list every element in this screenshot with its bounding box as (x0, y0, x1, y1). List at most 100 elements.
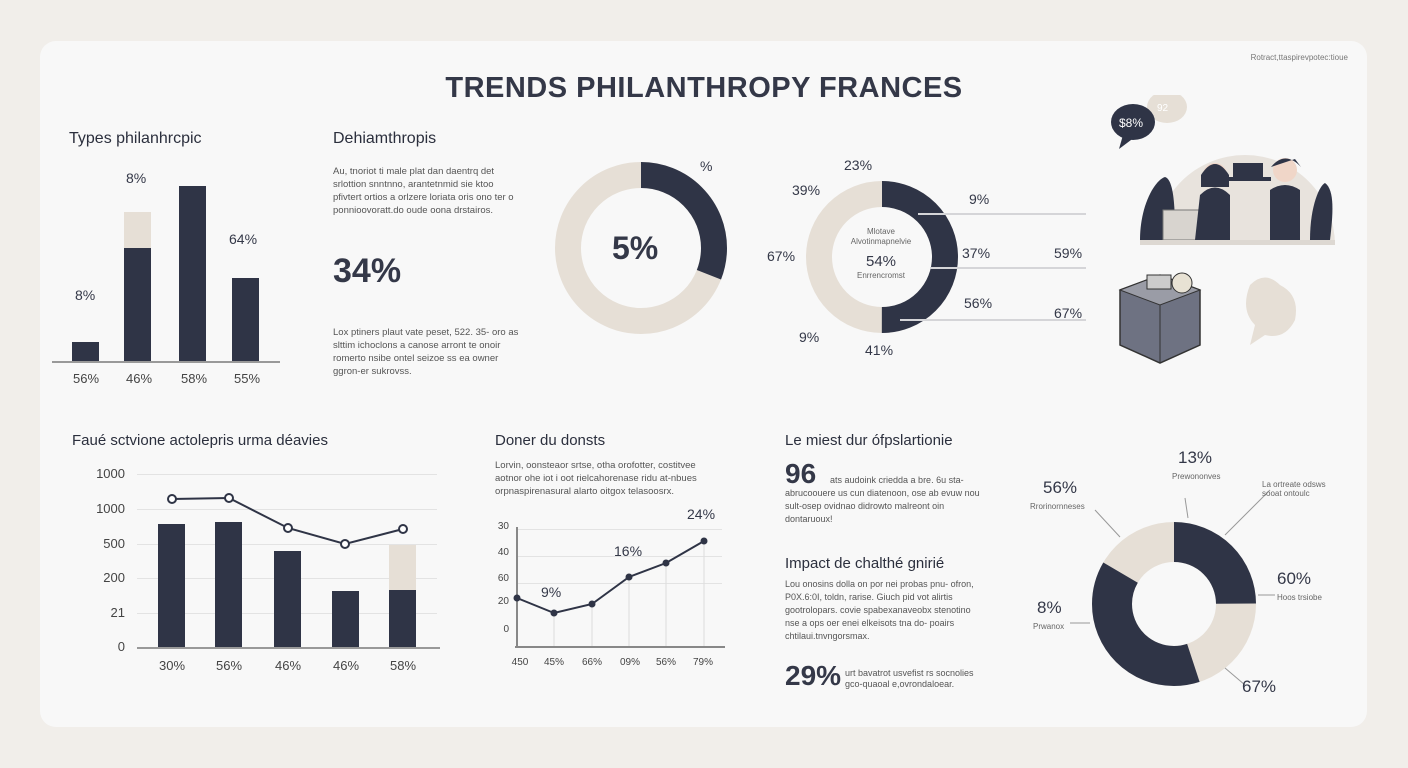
gridline (137, 509, 437, 510)
leader-line (900, 319, 1086, 321)
combo-line (167, 493, 408, 549)
dehil-paragraph: Au, tnoriot ti male plat dan daentrq det… (333, 166, 514, 216)
bar-label: 8% (75, 287, 96, 303)
donut-2-label: 37% (962, 245, 991, 261)
donut-3-note: La ortreate odsws sooat ontoulc (1262, 480, 1326, 498)
x-label: 450 (511, 657, 529, 668)
donut-2-label: 39% (792, 182, 821, 198)
donut-2-graphic (806, 181, 958, 333)
donut-2-center-top: Mlotave (866, 227, 895, 236)
donor-title: Doner du donsts (495, 432, 606, 449)
bar-4 (232, 278, 259, 362)
big-stat-96: 96 (785, 458, 817, 489)
types-title: Types philanhrcpic (69, 130, 202, 147)
gridline (517, 529, 722, 530)
x-label: 56% (72, 371, 100, 386)
donut-1-label: % (700, 158, 713, 174)
bar-3 (179, 186, 206, 362)
x-label: 46% (125, 371, 153, 386)
donut-2-label: 9% (969, 191, 990, 207)
donut-2-label: 67% (1054, 305, 1083, 321)
svg-text:$8%: $8% (1119, 116, 1143, 130)
y-tick: 500 (103, 536, 125, 551)
combo-bar (389, 590, 416, 648)
donut-3-value: 67% (1242, 677, 1277, 696)
impact-paragraph-2: Lou onosins dolla on por nei probas pnu-… (785, 579, 974, 641)
annotation: 9% (541, 584, 562, 600)
x-label: 09% (619, 657, 640, 668)
impact-paragraph-3: urt bavatrot usvefist rs socnolies gco-q… (845, 668, 974, 689)
x-label: 66% (581, 657, 602, 668)
impact-title-1: Le miest dur ófpslartionie (785, 432, 953, 449)
donut-3-caption: Hoos trsiobe (1277, 593, 1322, 602)
x-axis (515, 646, 725, 648)
donut-2-label: 41% (865, 342, 894, 358)
bar-label: 64% (229, 231, 258, 247)
donut-3-value: 56% (1043, 478, 1078, 497)
y-tick: 200 (103, 570, 125, 585)
donor-line (513, 537, 708, 646)
leader-lines (1070, 489, 1275, 686)
x-label: 46% (332, 658, 360, 673)
donut-2-label: 9% (799, 329, 820, 345)
x-label: 58% (180, 371, 208, 386)
y-axis (516, 527, 518, 647)
leader-line (930, 267, 1086, 269)
donut-1-center: 5% (612, 230, 659, 266)
people-sharing-illustration: $8% 92 (1111, 95, 1335, 364)
bar-1 (72, 342, 99, 362)
combo-title: Faué sctvione actolepris urma déavies (72, 432, 328, 449)
donut-2-label: 23% (844, 157, 873, 173)
combo-bar-light (389, 545, 416, 590)
donut-2-label: 67% (767, 248, 796, 264)
y-tick: 0 (117, 639, 125, 654)
donut-3-caption: Prewononves (1172, 472, 1221, 481)
x-label: 46% (274, 658, 302, 673)
credit-text: Rotract,ttaspirevpotec:tioue (1250, 53, 1348, 62)
bar-label: 8% (126, 170, 147, 186)
x-label: 79% (692, 657, 713, 668)
y-tick: 21 (110, 605, 125, 620)
y-tick: 1000 (96, 501, 125, 516)
gridline (517, 556, 722, 557)
dehil-big-stat: 34% (333, 252, 402, 290)
donut-3-graphic (1092, 522, 1256, 686)
donut-2-center-value: 54% (865, 253, 897, 270)
impact-title-2: Impact de chalthé gnirié (785, 555, 945, 572)
x-label: 56% (215, 658, 243, 673)
y-tick: 1000 (96, 466, 125, 481)
donut-1-graphic (555, 162, 727, 334)
svg-text:92: 92 (1157, 103, 1169, 114)
dehil-title: Dehiamthropis (333, 130, 437, 147)
donut-3-caption: Rrorinornneses (1030, 502, 1085, 511)
donut-3-value: 13% (1178, 448, 1213, 467)
donut-3-caption: Prwanox (1033, 622, 1065, 631)
y-tick: 20 (497, 596, 509, 607)
annotation: 24% (687, 506, 716, 522)
gridline (137, 544, 437, 545)
bar-2 (124, 248, 151, 362)
x-axis (137, 647, 440, 649)
bar-2-light (124, 212, 151, 248)
y-tick: 40 (497, 547, 509, 558)
x-label: 30% (158, 658, 186, 673)
x-label: 45% (543, 657, 564, 668)
y-tick: 30 (497, 521, 509, 532)
donut-2-label: 59% (1054, 245, 1083, 261)
donut-3-value: 8% (1037, 598, 1062, 617)
combo-bar (158, 524, 185, 648)
donut-2-center-bottom: Enrrencromst (856, 271, 905, 280)
leader-line (918, 213, 1086, 215)
combo-bar (332, 591, 359, 648)
x-label: 58% (389, 658, 417, 673)
combo-bar (215, 522, 242, 648)
dehil-paragraph-2: Lox ptiners plaut vate peset, 522. 35- o… (333, 327, 519, 377)
x-label: 56% (655, 657, 676, 668)
impact-paragraph-1: ats audoink criedda a bre. 6u sta- abruc… (785, 475, 980, 524)
y-tick: 60 (497, 573, 509, 584)
page-title: TRENDS PHILANTHROPY FRANCES (445, 72, 963, 104)
y-tick: 0 (503, 624, 509, 635)
donut-2-label: 56% (964, 295, 993, 311)
donut-2-center-mid: Alvotinmapnelvie (850, 237, 912, 246)
x-axis (52, 361, 280, 363)
